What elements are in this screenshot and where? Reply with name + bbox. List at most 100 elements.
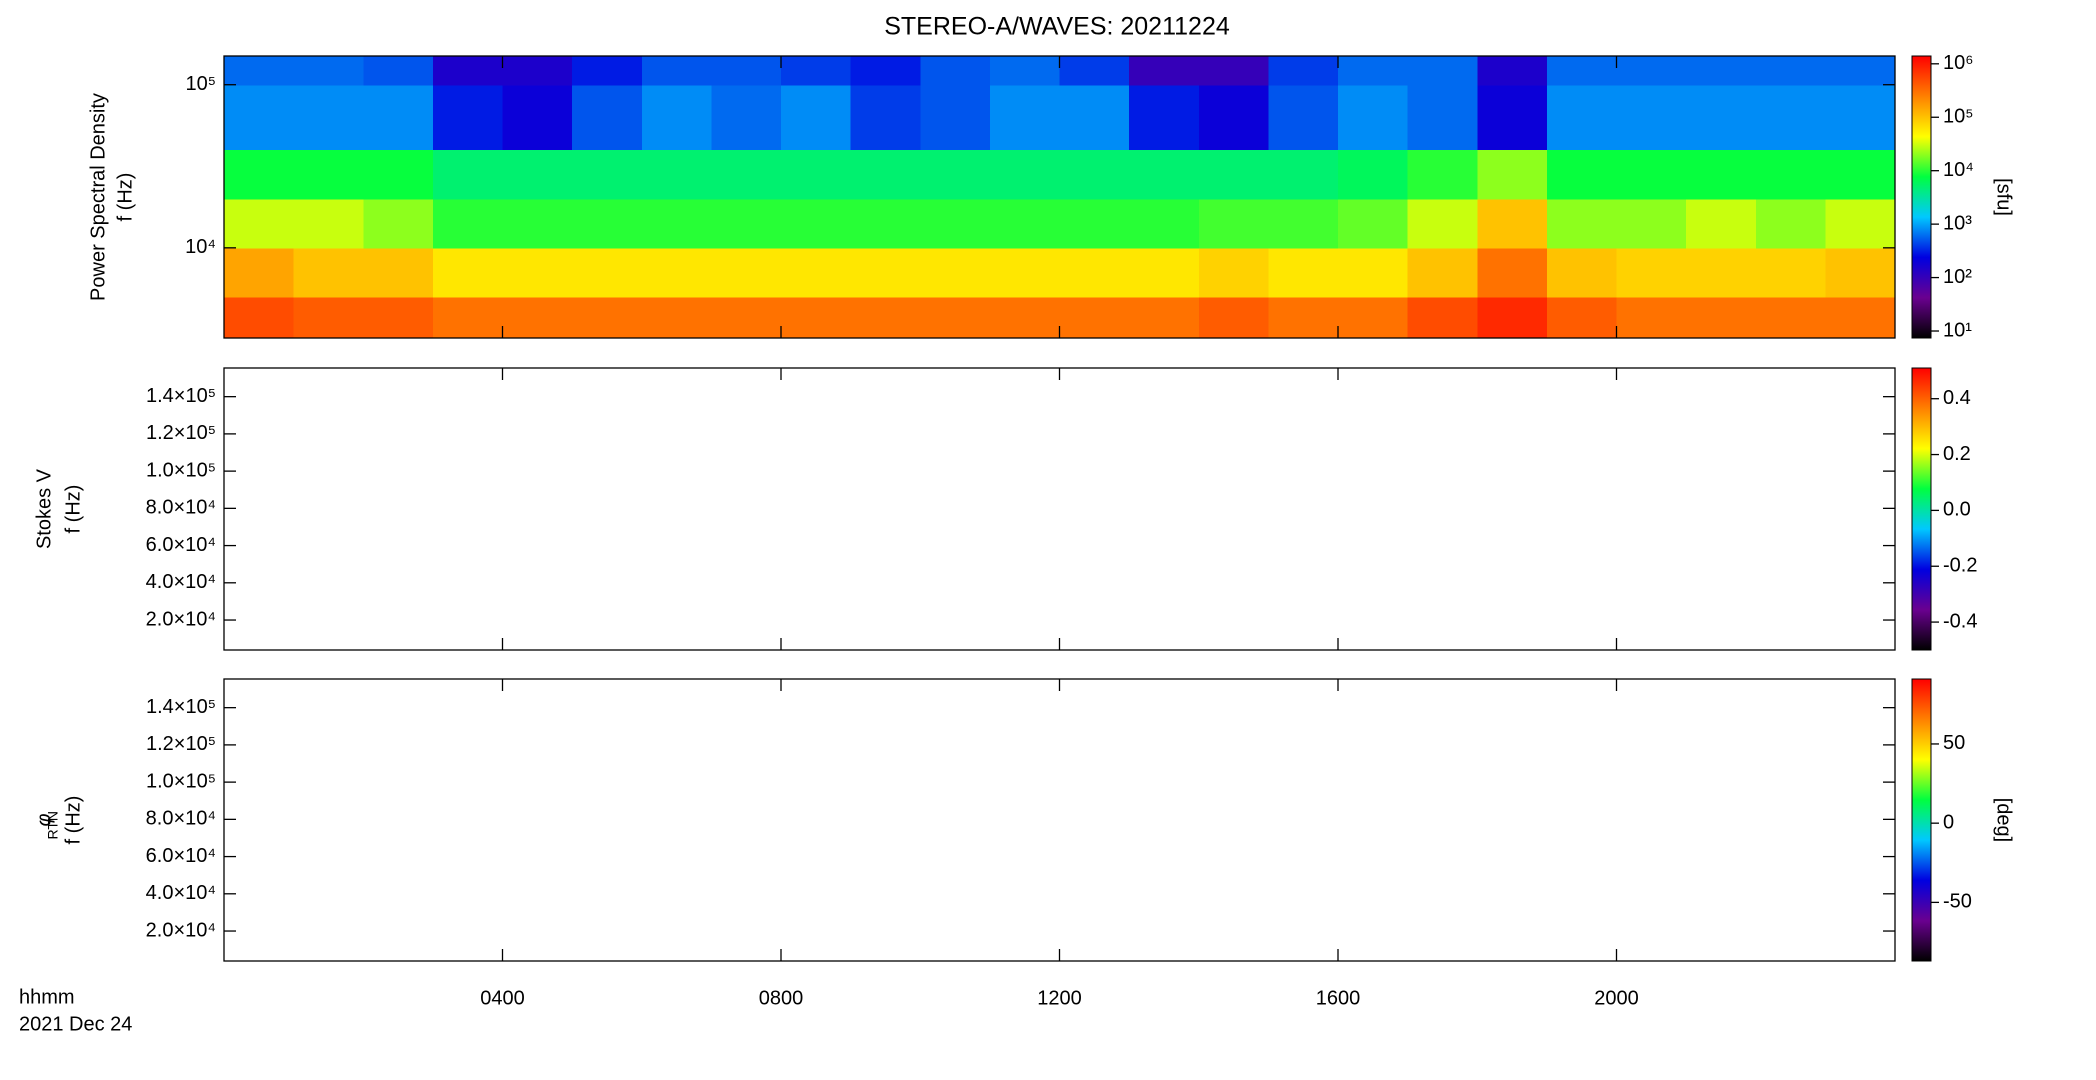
heatmap-cell bbox=[989, 296, 1061, 339]
heatmap-cell bbox=[432, 56, 504, 86]
heatmap-cell bbox=[1546, 198, 1618, 249]
heatmap-cell bbox=[1059, 84, 1130, 151]
heatmap-cell bbox=[1198, 296, 1269, 339]
heatmap-cell bbox=[1546, 296, 1618, 339]
colorbar bbox=[1911, 367, 1932, 651]
heatmap-cell bbox=[850, 149, 921, 200]
heatmap-cell bbox=[1686, 198, 1757, 249]
heatmap-cell bbox=[711, 56, 782, 86]
colorbar bbox=[1911, 678, 1932, 962]
heatmap-cell bbox=[1755, 247, 1826, 298]
y-axis-label: φ bbox=[33, 813, 55, 826]
heatmap-cell bbox=[1755, 198, 1826, 249]
heatmap-cell bbox=[1477, 198, 1548, 249]
x-tick-label: 0800 bbox=[759, 987, 804, 1009]
y-tick-label: 1.2×10⁵ bbox=[146, 422, 216, 444]
colorbar-tick-label: 0.2 bbox=[1943, 443, 1971, 465]
heatmap-cell bbox=[1129, 56, 1200, 86]
heatmap-cell bbox=[1338, 296, 1409, 339]
heatmap-cell bbox=[920, 84, 991, 151]
heatmap-cell bbox=[1546, 56, 1618, 86]
heatmap-cell bbox=[920, 296, 991, 339]
heatmap-cell bbox=[1825, 84, 1896, 151]
heatmap-cell bbox=[711, 149, 782, 200]
heatmap-cell bbox=[224, 149, 295, 200]
heatmap-cell bbox=[1755, 149, 1826, 200]
heatmap-cell bbox=[502, 198, 573, 249]
x-tick-label: 2000 bbox=[1594, 987, 1639, 1009]
x-tick-label: 0400 bbox=[480, 987, 525, 1009]
colorbar-tick-label: -50 bbox=[1943, 891, 1972, 913]
y-tick-label: 2.0×10⁴ bbox=[146, 919, 216, 941]
heatmap-cell bbox=[1686, 247, 1757, 298]
heatmap-cell bbox=[781, 84, 852, 151]
heatmap-cell bbox=[989, 56, 1061, 86]
heatmap-cell bbox=[1129, 296, 1200, 339]
heatmap-cell bbox=[989, 198, 1061, 249]
heatmap-cell bbox=[920, 56, 991, 86]
heatmap-cell bbox=[1059, 296, 1130, 339]
colorbar-tick-label: 0.0 bbox=[1943, 499, 1971, 521]
x-axis-date: 2021 Dec 24 bbox=[19, 1013, 132, 1035]
colorbar bbox=[1911, 55, 1932, 339]
heatmap-cell bbox=[572, 247, 643, 298]
heatmap-cell bbox=[363, 84, 434, 151]
heatmap-cell bbox=[1059, 198, 1130, 249]
heatmap-cell bbox=[989, 84, 1061, 151]
heatmap-cell bbox=[502, 247, 573, 298]
heatmap-cell bbox=[1825, 56, 1896, 86]
heatmap-cell bbox=[1477, 84, 1548, 151]
heatmap-cell bbox=[781, 56, 852, 86]
heatmap-cell bbox=[572, 149, 643, 200]
heatmap-cell bbox=[1338, 198, 1409, 249]
heatmap-cell bbox=[1407, 149, 1478, 200]
heatmap-cell bbox=[1198, 56, 1269, 86]
heatmap-cell bbox=[1686, 56, 1757, 86]
heatmap-cell bbox=[1268, 247, 1339, 298]
heatmap-cell bbox=[850, 84, 921, 151]
heatmap-cell bbox=[432, 84, 504, 151]
heatmap-cell bbox=[1129, 198, 1200, 249]
colorbar-tick-label: 50 bbox=[1943, 732, 1965, 754]
colorbar-tick-label: 10⁴ bbox=[1943, 159, 1974, 181]
y-tick-label: 4.0×10⁴ bbox=[146, 882, 216, 904]
heatmap-cell bbox=[502, 56, 573, 86]
heatmap-cell bbox=[711, 84, 782, 151]
heatmap-cell bbox=[572, 296, 643, 339]
heatmap-cell bbox=[293, 149, 364, 200]
heatmap-cell bbox=[572, 198, 643, 249]
heatmap-cell bbox=[850, 56, 921, 86]
y-tick-label: 1.4×10⁵ bbox=[146, 385, 216, 407]
heatmap-cell bbox=[920, 149, 991, 200]
y-tick-label: 6.0×10⁴ bbox=[146, 845, 216, 867]
heatmap-cell bbox=[1129, 84, 1200, 151]
colorbar-tick-label: 10⁶ bbox=[1943, 52, 1973, 74]
heatmap-cell bbox=[1825, 198, 1896, 249]
y-tick-label: 8.0×10⁴ bbox=[146, 808, 216, 830]
y-tick-label: 1.0×10⁵ bbox=[146, 459, 216, 481]
heatmap-cell bbox=[1686, 149, 1757, 200]
heatmap-cell bbox=[1059, 247, 1130, 298]
heatmap-cell bbox=[781, 247, 852, 298]
colorbar-label: [deg] bbox=[1993, 798, 2015, 842]
heatmap-cell bbox=[1686, 84, 1757, 151]
heatmap-cell bbox=[1059, 56, 1130, 86]
heatmap-cell bbox=[293, 247, 364, 298]
y-tick-label: 6.0×10⁴ bbox=[146, 534, 216, 556]
heatmap-cell bbox=[781, 198, 852, 249]
heatmap-cell bbox=[1546, 84, 1618, 151]
heatmap-cell bbox=[1546, 149, 1618, 200]
heatmap-cell bbox=[224, 296, 295, 339]
chart-title: STEREO-A/WAVES: 20211224 bbox=[884, 13, 1230, 41]
x-axis-label: hhmm bbox=[19, 986, 75, 1008]
heatmap-cell bbox=[224, 84, 295, 151]
heatmap-cell bbox=[1825, 149, 1896, 200]
heatmap-cell bbox=[1825, 296, 1896, 339]
heatmap-cell bbox=[572, 84, 643, 151]
heatmap-cell bbox=[1407, 198, 1478, 249]
heatmap-cell bbox=[850, 247, 921, 298]
heatmap-cell bbox=[293, 296, 364, 339]
y-tick-label: 10⁴ bbox=[185, 236, 216, 258]
